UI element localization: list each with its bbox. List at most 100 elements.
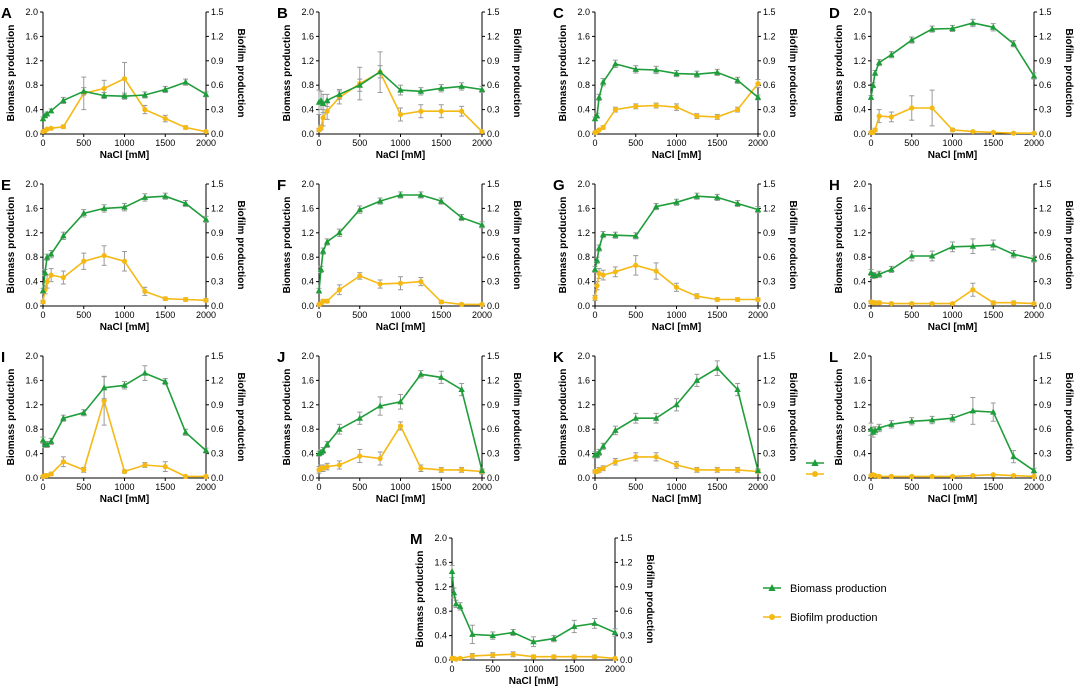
biomass-line	[594, 62, 759, 120]
right-tick-label: 1.5	[211, 179, 224, 189]
biofilm-series	[868, 282, 1037, 307]
left-axis-title: Biomass production	[282, 369, 293, 466]
biomass-point	[450, 589, 458, 596]
biomass-legend-marker	[811, 459, 819, 466]
x-axis-title: NaCl [mM]	[928, 150, 977, 161]
left-tick-label: 0.8	[301, 252, 314, 262]
x-tick-label: 1000	[390, 138, 410, 148]
biomass-point	[1010, 40, 1017, 47]
left-axis-title: Biomass production	[6, 25, 17, 122]
biofilm-point	[469, 653, 475, 659]
biofilm-point	[48, 471, 54, 477]
biomass-point	[754, 206, 762, 213]
biomass-series	[867, 18, 1038, 100]
biomass-point	[319, 247, 327, 254]
biofilm-point	[612, 269, 618, 275]
biofilm-point	[203, 297, 209, 303]
right-tick-label: 1.5	[487, 351, 500, 361]
biomass-point	[162, 192, 169, 199]
right-tick-label: 0.6	[211, 80, 224, 90]
x-axis-title: NaCl [mM]	[928, 322, 977, 333]
left-tick-label: 0.8	[25, 424, 38, 434]
biomass-point	[202, 447, 210, 454]
biofilm-point	[949, 127, 956, 133]
panel-j: J 0.0 0.4 0.8 1.2 1.6 2.0 0.0 0.3 0.6 0.9 1.2 1.5 0 50…	[277, 349, 522, 505]
biomass-point	[869, 81, 877, 88]
legend: Biomass production Biofilm production	[763, 583, 887, 624]
right-tick-label: 0.3	[763, 105, 776, 115]
biomass-point	[141, 369, 149, 376]
right-tick-label: 0.9	[211, 56, 224, 66]
biomass-point	[632, 414, 639, 421]
left-axis-title: Biomass production	[834, 25, 845, 122]
left-tick-label: 1.2	[301, 400, 314, 410]
right-tick-label: 1.2	[211, 31, 224, 41]
biofilm-point	[929, 105, 935, 111]
x-axis-title: NaCl [mM]	[376, 322, 425, 333]
biomass-point	[438, 197, 445, 204]
biofilm-point	[714, 296, 720, 303]
x-tick-label: 2000	[196, 138, 216, 148]
left-tick-label: 0.4	[301, 105, 314, 115]
left-tick-label: 0.4	[25, 105, 38, 115]
biofilm-point	[438, 467, 444, 473]
biofilm-point	[653, 268, 659, 274]
biomass-point	[438, 84, 445, 91]
biomass-series	[591, 192, 762, 273]
x-tick-label: 1000	[114, 138, 134, 148]
biofilm-point	[510, 651, 516, 657]
biomass-point	[1010, 250, 1017, 257]
biomass-point	[990, 23, 997, 30]
x-axis-title: NaCl [mM]	[100, 494, 149, 505]
x-tick-label: 500	[76, 138, 91, 148]
biofilm-point	[1031, 473, 1037, 479]
biofilm-point	[714, 467, 720, 473]
biomass-series	[867, 396, 1038, 474]
biomass-point	[550, 635, 558, 642]
biofilm-point	[101, 398, 107, 404]
left-tick-label: 2.0	[434, 533, 447, 543]
right-axis-title: Biofilm production	[235, 201, 246, 290]
biofilm-point	[1031, 300, 1037, 307]
biofilm-point	[44, 279, 50, 285]
biofilm-point	[44, 472, 50, 479]
right-tick-label: 0.3	[620, 631, 633, 641]
biofilm-point	[377, 281, 383, 287]
biofilm-point	[594, 283, 600, 289]
biomass-point	[315, 287, 323, 294]
biomass-point	[478, 85, 486, 92]
biofilm-point	[653, 454, 659, 460]
left-tick-label: 0.8	[853, 80, 866, 90]
panel-letter: E	[1, 177, 11, 194]
x-tick-label: 1500	[155, 138, 175, 148]
right-tick-label: 1.5	[487, 7, 500, 17]
biomass-point	[595, 448, 603, 455]
biofilm-point	[438, 299, 444, 305]
biomass-line	[451, 571, 616, 643]
left-tick-label: 0.4	[301, 277, 314, 287]
right-tick-label: 0.6	[763, 424, 776, 434]
right-tick-label: 0.9	[620, 582, 633, 592]
biomass-point	[969, 407, 977, 414]
left-tick-label: 0.0	[853, 301, 866, 311]
biomass-point	[458, 386, 465, 393]
biofilm-point	[101, 85, 107, 92]
biofilm-point	[1031, 130, 1037, 136]
biofilm-point	[694, 113, 700, 119]
biomass-point	[591, 115, 599, 122]
right-axis-title: Biofilm production	[511, 201, 522, 290]
biofilm-point	[479, 301, 485, 307]
left-tick-label: 1.2	[301, 56, 314, 66]
right-tick-label: 0.0	[1039, 301, 1052, 311]
x-tick-label: 1500	[431, 482, 451, 492]
left-axis-title: Biomass production	[558, 25, 569, 122]
biofilm-point	[755, 296, 761, 303]
x-tick-label: 0	[449, 664, 454, 674]
biofilm-point	[990, 129, 996, 135]
biomass-point	[39, 115, 47, 122]
left-tick-label: 0.4	[853, 277, 866, 287]
biofilm-point	[183, 296, 189, 303]
x-axis-title: NaCl [mM]	[652, 150, 701, 161]
biofilm-point	[600, 272, 606, 278]
